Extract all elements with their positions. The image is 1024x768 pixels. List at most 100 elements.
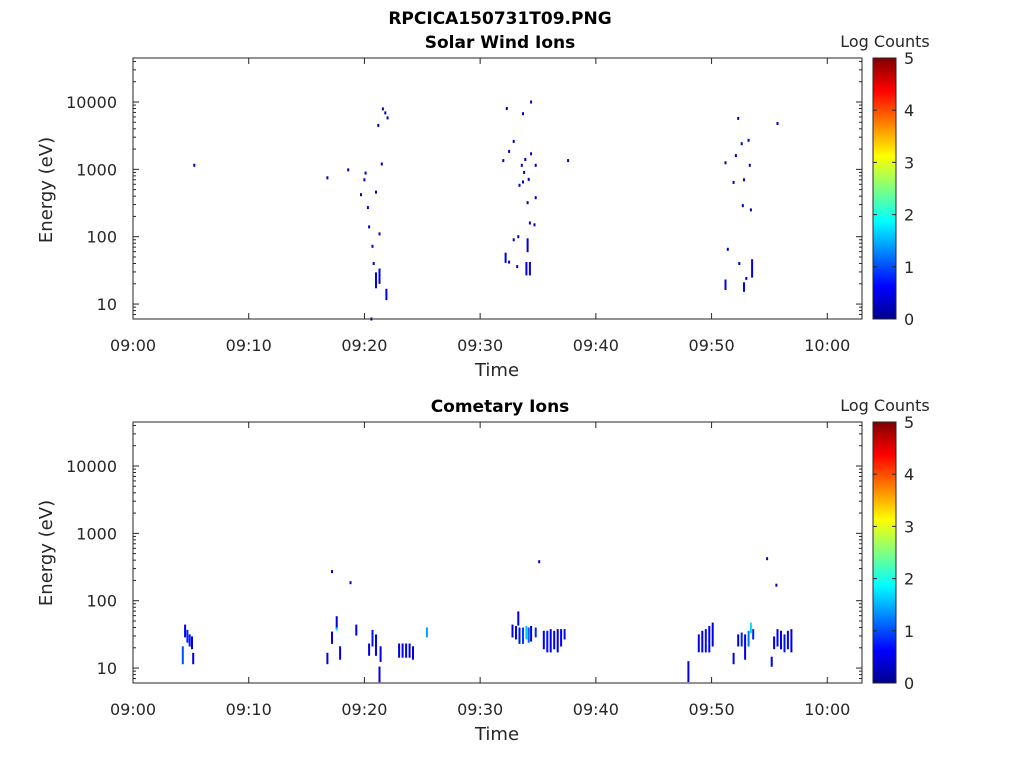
data-cell (766, 557, 769, 561)
data-cell (534, 196, 537, 200)
data-cell (743, 282, 745, 292)
data-cell (326, 176, 329, 180)
data-cell (371, 244, 374, 248)
colorbar-tick-label: 1 (904, 258, 914, 277)
data-cell (687, 661, 690, 683)
axes-box (132, 421, 863, 684)
colorbar-tick-label: 5 (904, 49, 914, 68)
data-cell (724, 279, 727, 290)
data-cell (355, 624, 358, 636)
colorbar-tick-label: 3 (904, 153, 914, 172)
data-cell (743, 178, 745, 182)
data-cell (193, 163, 196, 167)
colorbar-ticks: 0 1 2 3 4 5 (873, 49, 914, 329)
x-tick-label: 09:00 (110, 336, 156, 355)
x-tick-label: 09:50 (689, 700, 735, 719)
data-cell (542, 630, 545, 650)
data-cell (516, 265, 519, 269)
colorbar-tick-label: 1 (904, 622, 914, 641)
data-cell (776, 122, 779, 125)
data-cell (526, 238, 529, 253)
data-cell (401, 643, 404, 658)
x-axis-label: Time (474, 724, 519, 745)
data-cell (379, 646, 382, 662)
colorbar-tick-label: 0 (904, 310, 914, 329)
y-tick-label: 1000 (76, 160, 117, 179)
data-cell (530, 626, 533, 642)
y-axis: 10 100 1000 10000 (66, 424, 862, 684)
data-cell (538, 560, 541, 564)
data-cell (790, 629, 793, 653)
data-cell (375, 190, 377, 194)
colorbar-tick-label: 2 (904, 206, 914, 225)
data-cell (349, 581, 352, 585)
data-cell (523, 170, 526, 174)
figure-title: RPCICA150731T09.PNG (388, 9, 611, 29)
x-tick-label: 09:20 (341, 336, 387, 355)
data-cell (381, 107, 384, 111)
y-axis-label: Energy (eV) (36, 500, 57, 606)
data-cell (749, 208, 752, 212)
data-cell (563, 629, 566, 640)
data-cell (378, 666, 381, 683)
data-cell (534, 163, 537, 167)
data-cell (534, 627, 537, 638)
data-cell (528, 221, 531, 225)
colorbar-tick-label: 3 (904, 517, 914, 536)
data-cell (741, 204, 744, 208)
y-axis: 10 100 1000 10000 (66, 60, 862, 320)
data-cell (751, 259, 754, 278)
data-cell (380, 162, 383, 166)
data-cell (364, 171, 367, 175)
data-cell (775, 583, 778, 587)
data-cell (744, 634, 747, 660)
data-cell (697, 634, 700, 653)
data-cell (780, 630, 782, 650)
data-cell (556, 629, 559, 653)
data-cell (375, 634, 377, 656)
data-cell (517, 611, 520, 626)
x-tick-label: 10:00 (804, 700, 850, 719)
data-cell (773, 636, 776, 650)
data-cell (525, 262, 528, 276)
x-axis: 09:00 09:10 09:20 09:30 09:40 09:50 10:00 (110, 422, 850, 719)
data-cell (749, 622, 752, 633)
data-cell (398, 643, 401, 658)
solar-wind-ions-panel: Solar Wind Ions 09:00 09:10 09:20 09:30 09:4… (36, 32, 930, 381)
data-cell (378, 268, 381, 284)
x-axis: 09:00 09:10 09:20 09:30 09:40 09:50 10:00 (110, 58, 850, 355)
panel-title: Cometary Ions (431, 397, 570, 417)
data-cell (726, 247, 729, 251)
data-cell (752, 629, 755, 640)
colorbar-tick-label: 2 (904, 570, 914, 589)
data-cell (701, 630, 704, 653)
data-cell (734, 154, 737, 158)
data-cell (518, 183, 521, 187)
data-cell (527, 627, 530, 643)
colorbar-tick-label: 5 (904, 413, 914, 432)
data-cell (339, 646, 342, 660)
data-cell (191, 636, 193, 650)
colorbar-tick-label: 4 (904, 101, 914, 120)
x-tick-label: 09:40 (573, 700, 619, 719)
data-cell (363, 178, 366, 182)
data-cell (745, 276, 748, 280)
y-tick-label: 1000 (76, 524, 117, 543)
data-cell (511, 624, 514, 638)
data-cell (502, 159, 505, 163)
data-cell (331, 631, 333, 644)
data-cell (520, 163, 523, 167)
y-tick-label: 10000 (66, 457, 117, 476)
data-cell (412, 646, 414, 660)
data-cell (518, 627, 521, 644)
x-tick-label: 09:40 (573, 336, 619, 355)
data-cell (331, 570, 333, 574)
data-cell (192, 652, 195, 665)
data-cell (384, 111, 387, 115)
data-cell (405, 643, 408, 658)
data-cell (724, 161, 727, 165)
colorbar-tick-label: 4 (904, 465, 914, 484)
colorbar-ticks: 0 1 2 3 4 5 (873, 413, 914, 693)
data-cell (748, 163, 751, 167)
